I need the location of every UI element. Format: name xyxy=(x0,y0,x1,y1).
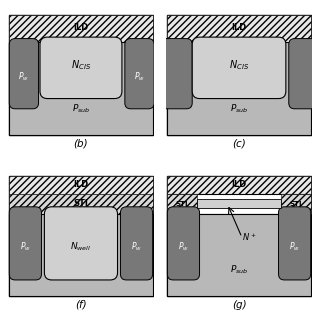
Text: $P_w$: $P_w$ xyxy=(134,71,145,84)
Text: STI: STI xyxy=(290,201,302,207)
Bar xyxy=(167,42,311,135)
Text: $N_{CIS}$: $N_{CIS}$ xyxy=(71,58,91,72)
Bar xyxy=(282,194,311,214)
Text: ILD: ILD xyxy=(231,180,247,189)
Text: $P_w$: $P_w$ xyxy=(289,241,300,253)
FancyBboxPatch shape xyxy=(278,207,311,280)
Bar xyxy=(9,42,153,135)
Bar xyxy=(167,176,311,194)
Bar xyxy=(9,15,153,42)
Text: ILD: ILD xyxy=(231,22,247,32)
Bar xyxy=(9,176,153,296)
FancyBboxPatch shape xyxy=(40,37,122,99)
Text: $N^+$: $N^+$ xyxy=(242,232,257,244)
FancyBboxPatch shape xyxy=(156,39,192,109)
Bar xyxy=(9,15,153,135)
Text: $P_w$: $P_w$ xyxy=(178,241,189,253)
FancyBboxPatch shape xyxy=(289,39,320,109)
FancyBboxPatch shape xyxy=(120,207,153,280)
Text: $P_{sub}$: $P_{sub}$ xyxy=(72,102,90,115)
Text: $P_w$: $P_w$ xyxy=(19,71,29,84)
Text: (c): (c) xyxy=(232,139,246,149)
Bar xyxy=(196,199,282,208)
FancyBboxPatch shape xyxy=(192,37,286,99)
Bar xyxy=(167,194,196,214)
Text: STI: STI xyxy=(176,201,188,207)
Bar xyxy=(9,214,153,296)
Text: $P_w$: $P_w$ xyxy=(20,241,31,253)
Bar xyxy=(167,176,311,296)
Text: (f): (f) xyxy=(75,300,87,310)
FancyBboxPatch shape xyxy=(44,207,117,280)
FancyBboxPatch shape xyxy=(125,39,154,109)
Text: $N_{well}$: $N_{well}$ xyxy=(70,241,92,253)
Text: $P_{sub}$: $P_{sub}$ xyxy=(230,263,248,276)
Bar xyxy=(9,194,153,214)
Text: $P_w$: $P_w$ xyxy=(131,241,142,253)
FancyBboxPatch shape xyxy=(9,207,42,280)
Text: ILD: ILD xyxy=(73,180,89,189)
Bar xyxy=(167,214,311,296)
Bar xyxy=(167,15,311,135)
Text: $P_{sub}$: $P_{sub}$ xyxy=(230,102,248,115)
Text: ILD: ILD xyxy=(73,22,89,32)
Bar xyxy=(167,15,311,42)
Text: $N_{CIS}$: $N_{CIS}$ xyxy=(229,58,249,72)
Text: (g): (g) xyxy=(232,300,246,310)
FancyBboxPatch shape xyxy=(167,207,200,280)
Bar xyxy=(167,194,311,214)
Text: (b): (b) xyxy=(74,139,88,149)
Bar xyxy=(9,176,153,194)
Text: STI: STI xyxy=(74,199,88,208)
FancyBboxPatch shape xyxy=(9,39,38,109)
